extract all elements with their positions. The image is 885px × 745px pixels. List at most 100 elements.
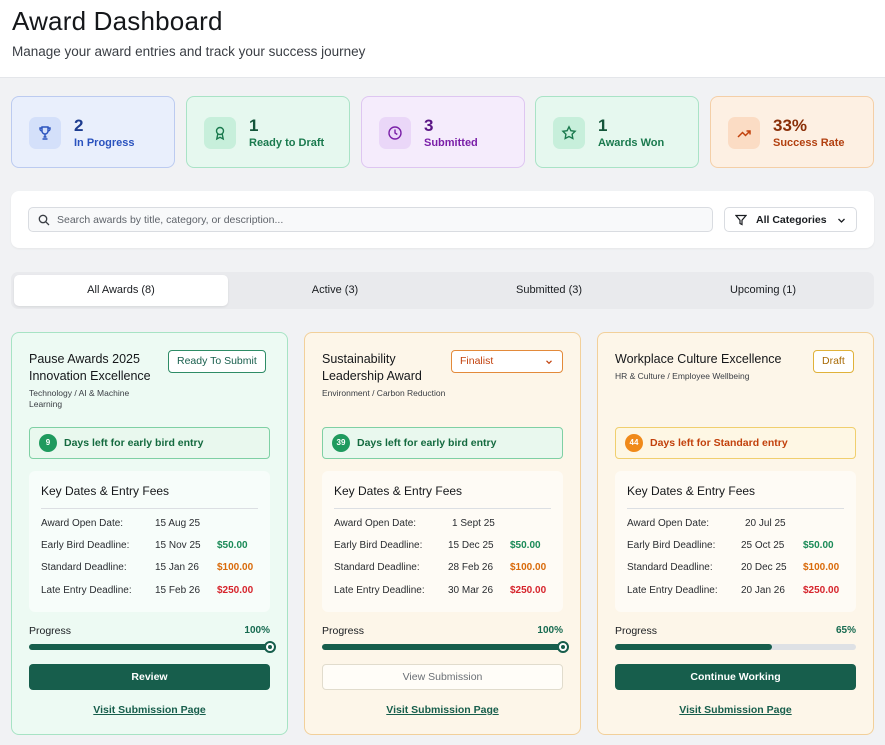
award-title: Sustainability Leadership Award — [322, 352, 422, 383]
deadline-notice: 39 Days left for early bird entry — [322, 427, 563, 459]
tab-upcoming[interactable]: Upcoming (1) — [729, 284, 797, 296]
search-input[interactable]: Search awards by title, category, or des… — [28, 207, 713, 232]
filter-icon — [735, 214, 747, 226]
stat-value: 1 — [598, 116, 608, 135]
trophy-icon — [29, 117, 61, 149]
date-value: 28 Feb 26 — [448, 562, 494, 573]
stat-card-in-progress: 2 In Progress — [11, 96, 175, 168]
award-title: Pause Awards 2025 Innovation Excellence — [29, 352, 151, 383]
fee-value: $100.00 — [510, 562, 547, 573]
key-dates-panel: Key Dates & Entry Fees Award Open Date: 1… — [29, 471, 270, 612]
stat-label: Success Rate — [773, 137, 845, 149]
visit-submission-link[interactable]: Visit Submission Page — [679, 704, 792, 716]
fee-value: $100.00 — [803, 562, 840, 573]
days-text: Days left for Standard entry — [650, 437, 788, 449]
stat-value: 33% — [773, 116, 808, 135]
award-category: Environment / Carbon Reduction — [322, 388, 446, 398]
fee-value: $250.00 — [217, 585, 254, 596]
date-row: Award Open Date: 1 Sept 25 — [334, 518, 551, 532]
fee-value: $50.00 — [510, 540, 541, 551]
date-row: Award Open Date: 20 Jul 25 — [627, 518, 844, 532]
fee-value: $250.00 — [510, 585, 547, 596]
award-card: Pause Awards 2025 Innovation Excellence … — [11, 332, 288, 735]
progress-fill — [615, 644, 772, 650]
view-submission-button[interactable]: View Submission — [322, 664, 563, 690]
date-label: Award Open Date: — [334, 518, 417, 529]
date-value: 15 Aug 25 — [155, 518, 201, 529]
days-count: 44 — [625, 434, 643, 452]
search-panel: Search awards by title, category, or des… — [11, 191, 874, 248]
award-ribbon-icon — [204, 117, 236, 149]
progress-fill — [29, 644, 270, 650]
status-dropdown[interactable]: Finalist — [451, 350, 563, 373]
visit-submission-link[interactable]: Visit Submission Page — [386, 704, 499, 716]
award-card: Sustainability Leadership Award Environm… — [304, 332, 581, 735]
date-value: 15 Feb 26 — [155, 585, 201, 596]
date-label: Late Entry Deadline: — [41, 585, 132, 596]
date-row: Early Bird Deadline: 15 Dec 25 $50.00 — [334, 540, 551, 554]
date-row: Award Open Date: 15 Aug 25 — [41, 518, 258, 532]
days-count: 9 — [39, 434, 57, 452]
date-label: Award Open Date: — [627, 518, 710, 529]
progress-label: Progress — [322, 625, 365, 637]
date-label: Early Bird Deadline: — [41, 540, 130, 551]
tab-all-awards[interactable]: All Awards (8) — [14, 275, 228, 306]
progress-handle[interactable] — [557, 641, 569, 653]
date-row: Late Entry Deadline: 30 Mar 26 $250.00 — [334, 585, 551, 599]
key-dates-title: Key Dates & Entry Fees — [627, 484, 756, 498]
visit-submission-link[interactable]: Visit Submission Page — [93, 704, 206, 716]
page-header: Award Dashboard Manage your award entrie… — [0, 0, 885, 78]
award-title: Workplace Culture Excellence — [615, 352, 782, 366]
date-value: 1 Sept 25 — [452, 518, 495, 529]
date-label: Late Entry Deadline: — [334, 585, 425, 596]
page-title: Award Dashboard — [12, 6, 223, 36]
progress-value: 100% — [537, 625, 563, 636]
date-row: Late Entry Deadline: 20 Jan 26 $250.00 — [627, 585, 844, 599]
tab-active[interactable]: Active (3) — [311, 284, 359, 296]
status-badge: Ready To Submit — [168, 350, 266, 373]
stat-label: Submitted — [424, 137, 478, 149]
date-value: 15 Nov 25 — [155, 540, 201, 551]
date-row: Standard Deadline: 20 Dec 25 $100.00 — [627, 562, 844, 576]
chevron-down-icon — [546, 360, 552, 365]
progress-value: 100% — [244, 625, 270, 636]
review-button[interactable]: Review — [29, 664, 270, 690]
key-dates-panel: Key Dates & Entry Fees Award Open Date: 1… — [322, 471, 563, 612]
search-icon — [38, 214, 50, 226]
status-badge: Draft — [813, 350, 854, 373]
progress-bar — [29, 641, 276, 653]
date-label: Late Entry Deadline: — [627, 585, 718, 596]
stat-value: 2 — [74, 116, 84, 135]
date-row: Early Bird Deadline: 15 Nov 25 $50.00 — [41, 540, 258, 554]
date-value: 15 Dec 25 — [448, 540, 494, 551]
days-text: Days left for early bird entry — [64, 437, 204, 449]
fee-value: $50.00 — [217, 540, 248, 551]
stat-label: Ready to Draft — [249, 137, 325, 149]
stat-card-submitted: 3 Submitted — [361, 96, 525, 168]
star-icon — [553, 117, 585, 149]
date-row: Early Bird Deadline: 25 Oct 25 $50.00 — [627, 540, 844, 554]
tab-submitted[interactable]: Submitted (3) — [515, 284, 583, 296]
date-label: Award Open Date: — [41, 518, 124, 529]
status-badge: Finalist — [460, 355, 494, 367]
date-value: 20 Jul 25 — [745, 518, 786, 529]
chevron-down-icon — [838, 218, 845, 223]
progress-label: Progress — [29, 625, 72, 637]
key-dates-title: Key Dates & Entry Fees — [334, 484, 463, 498]
award-card: Workplace Culture Excellence HR & Cultur… — [597, 332, 874, 735]
key-dates-title: Key Dates & Entry Fees — [41, 484, 170, 498]
deadline-notice: 9 Days left for early bird entry — [29, 427, 270, 459]
continue-working-button[interactable]: Continue Working — [615, 664, 856, 690]
key-dates-panel: Key Dates & Entry Fees Award Open Date: 2… — [615, 471, 856, 612]
category-filter-dropdown[interactable]: All Categories — [724, 207, 857, 232]
date-label: Early Bird Deadline: — [334, 540, 423, 551]
divider — [41, 508, 258, 509]
date-label: Early Bird Deadline: — [627, 540, 716, 551]
progress-handle[interactable] — [264, 641, 276, 653]
date-label: Standard Deadline: — [627, 562, 713, 573]
divider — [334, 508, 551, 509]
date-row: Late Entry Deadline: 15 Feb 26 $250.00 — [41, 585, 258, 599]
days-text: Days left for early bird entry — [357, 437, 497, 449]
clock-icon — [379, 117, 411, 149]
date-label: Standard Deadline: — [41, 562, 127, 573]
